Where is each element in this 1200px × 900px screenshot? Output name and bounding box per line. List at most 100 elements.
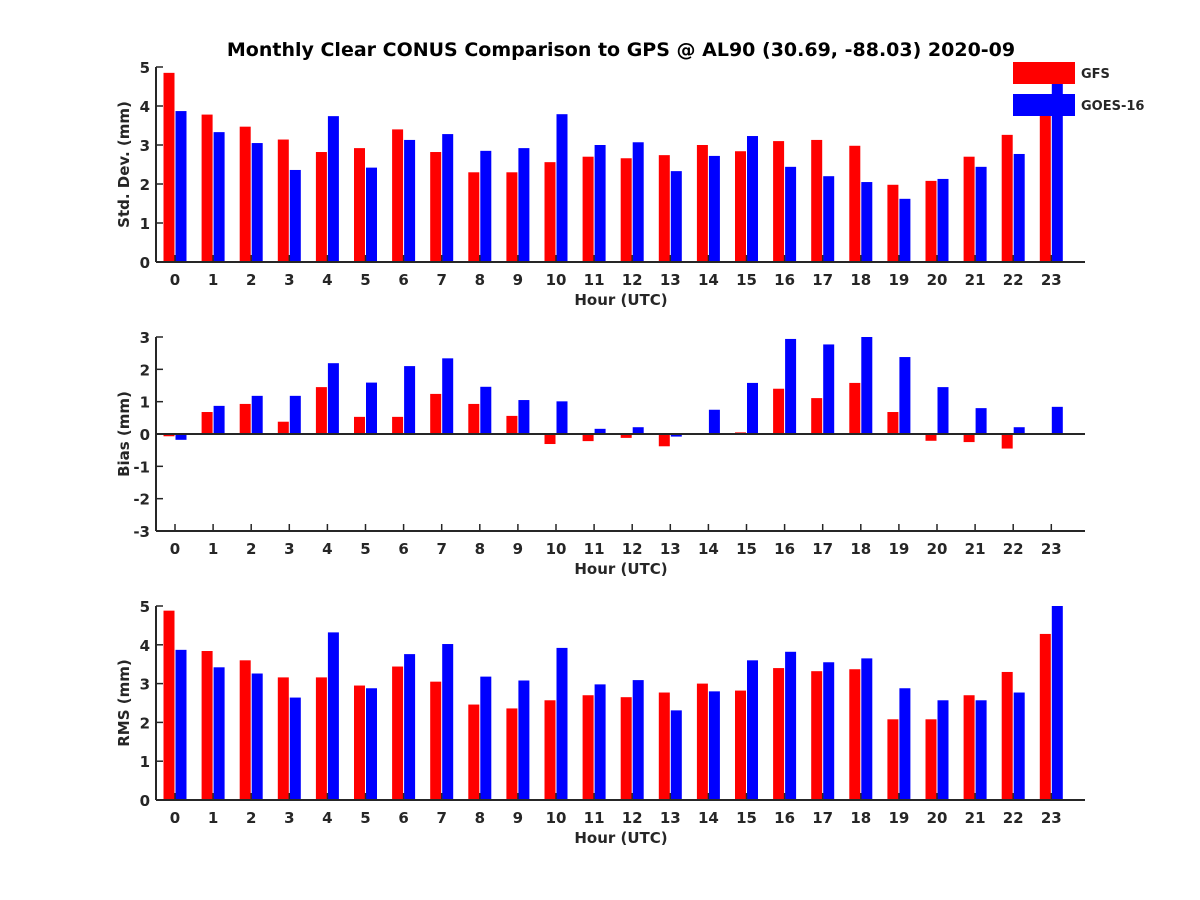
- bar-stddev-gfs-22: [1001, 134, 1013, 262]
- xtick-label-bias-10: 10: [546, 540, 567, 558]
- bar-rms-gfs-18: [849, 669, 861, 800]
- xtick-label-stddev-11: 11: [584, 271, 605, 289]
- xlabel-stddev: Hour (UTC): [574, 291, 667, 309]
- bar-rms-goes-16-7: [442, 644, 454, 800]
- bar-bias-goes-16-7: [442, 358, 454, 434]
- bar-stddev-gfs-12: [620, 158, 632, 262]
- bar-stddev-gfs-8: [468, 172, 480, 262]
- bar-rms-goes-16-19: [899, 688, 911, 800]
- xtick-label-rms-10: 10: [546, 809, 567, 827]
- xtick-label-bias-21: 21: [965, 540, 986, 558]
- bar-rms-goes-16-14: [708, 691, 720, 800]
- legend-swatch-gfs: [1013, 62, 1075, 84]
- xtick-label-bias-18: 18: [850, 540, 871, 558]
- bar-bias-gfs-0: [163, 434, 175, 437]
- bar-bias-goes-16-5: [366, 382, 377, 434]
- bar-stddev-goes-16-0: [175, 111, 187, 262]
- bar-bias-gfs-22: [1001, 434, 1013, 449]
- bar-rms-goes-16-8: [480, 676, 492, 800]
- bar-rms-gfs-17: [811, 671, 823, 800]
- ytick-label-bias--2: -2: [133, 491, 150, 509]
- ytick-label-stddev-4: 4: [140, 98, 150, 116]
- xtick-label-rms-6: 6: [398, 809, 408, 827]
- bar-bias-gfs-17: [811, 398, 823, 434]
- bar-stddev-gfs-0: [163, 72, 175, 262]
- xtick-label-rms-19: 19: [888, 809, 909, 827]
- xtick-label-stddev-15: 15: [736, 271, 757, 289]
- bar-rms-goes-16-3: [289, 697, 301, 800]
- bar-bias-gfs-9: [506, 415, 518, 434]
- bar-stddev-gfs-20: [925, 180, 937, 262]
- bar-rms-goes-16-16: [785, 651, 797, 800]
- ytick-label-stddev-1: 1: [140, 215, 150, 233]
- ytick-label-bias-1: 1: [140, 394, 150, 412]
- bar-bias-goes-16-15: [747, 382, 758, 434]
- bar-rms-gfs-2: [239, 660, 251, 800]
- xtick-label-bias-14: 14: [698, 540, 719, 558]
- bar-stddev-goes-16-11: [594, 145, 606, 262]
- xtick-label-stddev-4: 4: [322, 271, 332, 289]
- bar-stddev-goes-16-6: [404, 139, 416, 262]
- bar-bias-goes-16-4: [327, 363, 339, 434]
- xtick-label-rms-3: 3: [284, 809, 294, 827]
- bar-bias-gfs-1: [201, 412, 213, 434]
- bar-bias-goes-16-9: [518, 400, 530, 434]
- bar-bias-goes-16-18: [861, 337, 873, 434]
- bar-stddev-gfs-7: [430, 152, 442, 262]
- bar-rms-gfs-8: [468, 704, 480, 800]
- bar-bias-goes-16-2: [251, 395, 263, 434]
- bar-bias-goes-16-22: [1013, 427, 1025, 434]
- bar-stddev-goes-16-8: [480, 150, 492, 262]
- xtick-label-bias-4: 4: [322, 540, 332, 558]
- xtick-label-stddev-19: 19: [888, 271, 909, 289]
- bar-bias-goes-16-1: [213, 405, 225, 434]
- bar-rms-gfs-10: [544, 700, 556, 800]
- bar-stddev-gfs-9: [506, 172, 518, 262]
- bar-bias-goes-16-3: [289, 395, 301, 434]
- bar-bias-goes-16-14: [708, 409, 720, 434]
- bar-bias-gfs-10: [544, 434, 556, 445]
- xtick-label-rms-14: 14: [698, 809, 719, 827]
- xtick-label-stddev-13: 13: [660, 271, 681, 289]
- xtick-label-bias-5: 5: [360, 540, 370, 558]
- ytick-label-bias-0: 0: [140, 426, 150, 444]
- bar-bias-goes-16-12: [632, 427, 644, 434]
- ytick-label-stddev-0: 0: [140, 254, 150, 272]
- bar-bias-gfs-4: [315, 387, 327, 434]
- xtick-label-bias-9: 9: [513, 540, 523, 558]
- bar-stddev-goes-16-13: [670, 171, 682, 262]
- xtick-label-stddev-2: 2: [246, 271, 256, 289]
- bar-rms-goes-16-15: [747, 660, 758, 800]
- xtick-label-rms-21: 21: [965, 809, 986, 827]
- ylabel-bias: Bias (mm): [115, 391, 133, 477]
- bar-bias-goes-16-0: [175, 434, 187, 440]
- bar-stddev-gfs-10: [544, 162, 556, 262]
- xtick-label-bias-11: 11: [584, 540, 605, 558]
- xlabel-rms: Hour (UTC): [574, 829, 667, 847]
- bar-stddev-goes-16-14: [708, 155, 720, 262]
- bar-stddev-goes-16-20: [937, 178, 949, 262]
- bar-rms-goes-16-0: [175, 649, 187, 800]
- ytick-label-rms-4: 4: [140, 637, 150, 655]
- xtick-label-bias-7: 7: [436, 540, 446, 558]
- xtick-label-stddev-10: 10: [546, 271, 567, 289]
- xtick-label-rms-4: 4: [322, 809, 332, 827]
- ytick-label-rms-2: 2: [140, 714, 150, 732]
- xtick-label-bias-20: 20: [927, 540, 948, 558]
- xtick-label-stddev-20: 20: [927, 271, 948, 289]
- ytick-label-rms-0: 0: [140, 792, 150, 810]
- bar-bias-goes-16-19: [899, 357, 911, 434]
- bar-bias-gfs-3: [277, 421, 289, 434]
- bar-stddev-gfs-15: [735, 151, 746, 262]
- xtick-label-bias-1: 1: [208, 540, 218, 558]
- bar-rms-gfs-21: [963, 695, 975, 800]
- xtick-label-rms-12: 12: [622, 809, 643, 827]
- xtick-label-rms-7: 7: [436, 809, 446, 827]
- xtick-label-bias-22: 22: [1003, 540, 1024, 558]
- xtick-label-stddev-14: 14: [698, 271, 719, 289]
- xtick-label-bias-13: 13: [660, 540, 681, 558]
- xtick-label-stddev-12: 12: [622, 271, 643, 289]
- bar-rms-gfs-0: [163, 610, 175, 800]
- bar-bias-gfs-13: [658, 434, 670, 447]
